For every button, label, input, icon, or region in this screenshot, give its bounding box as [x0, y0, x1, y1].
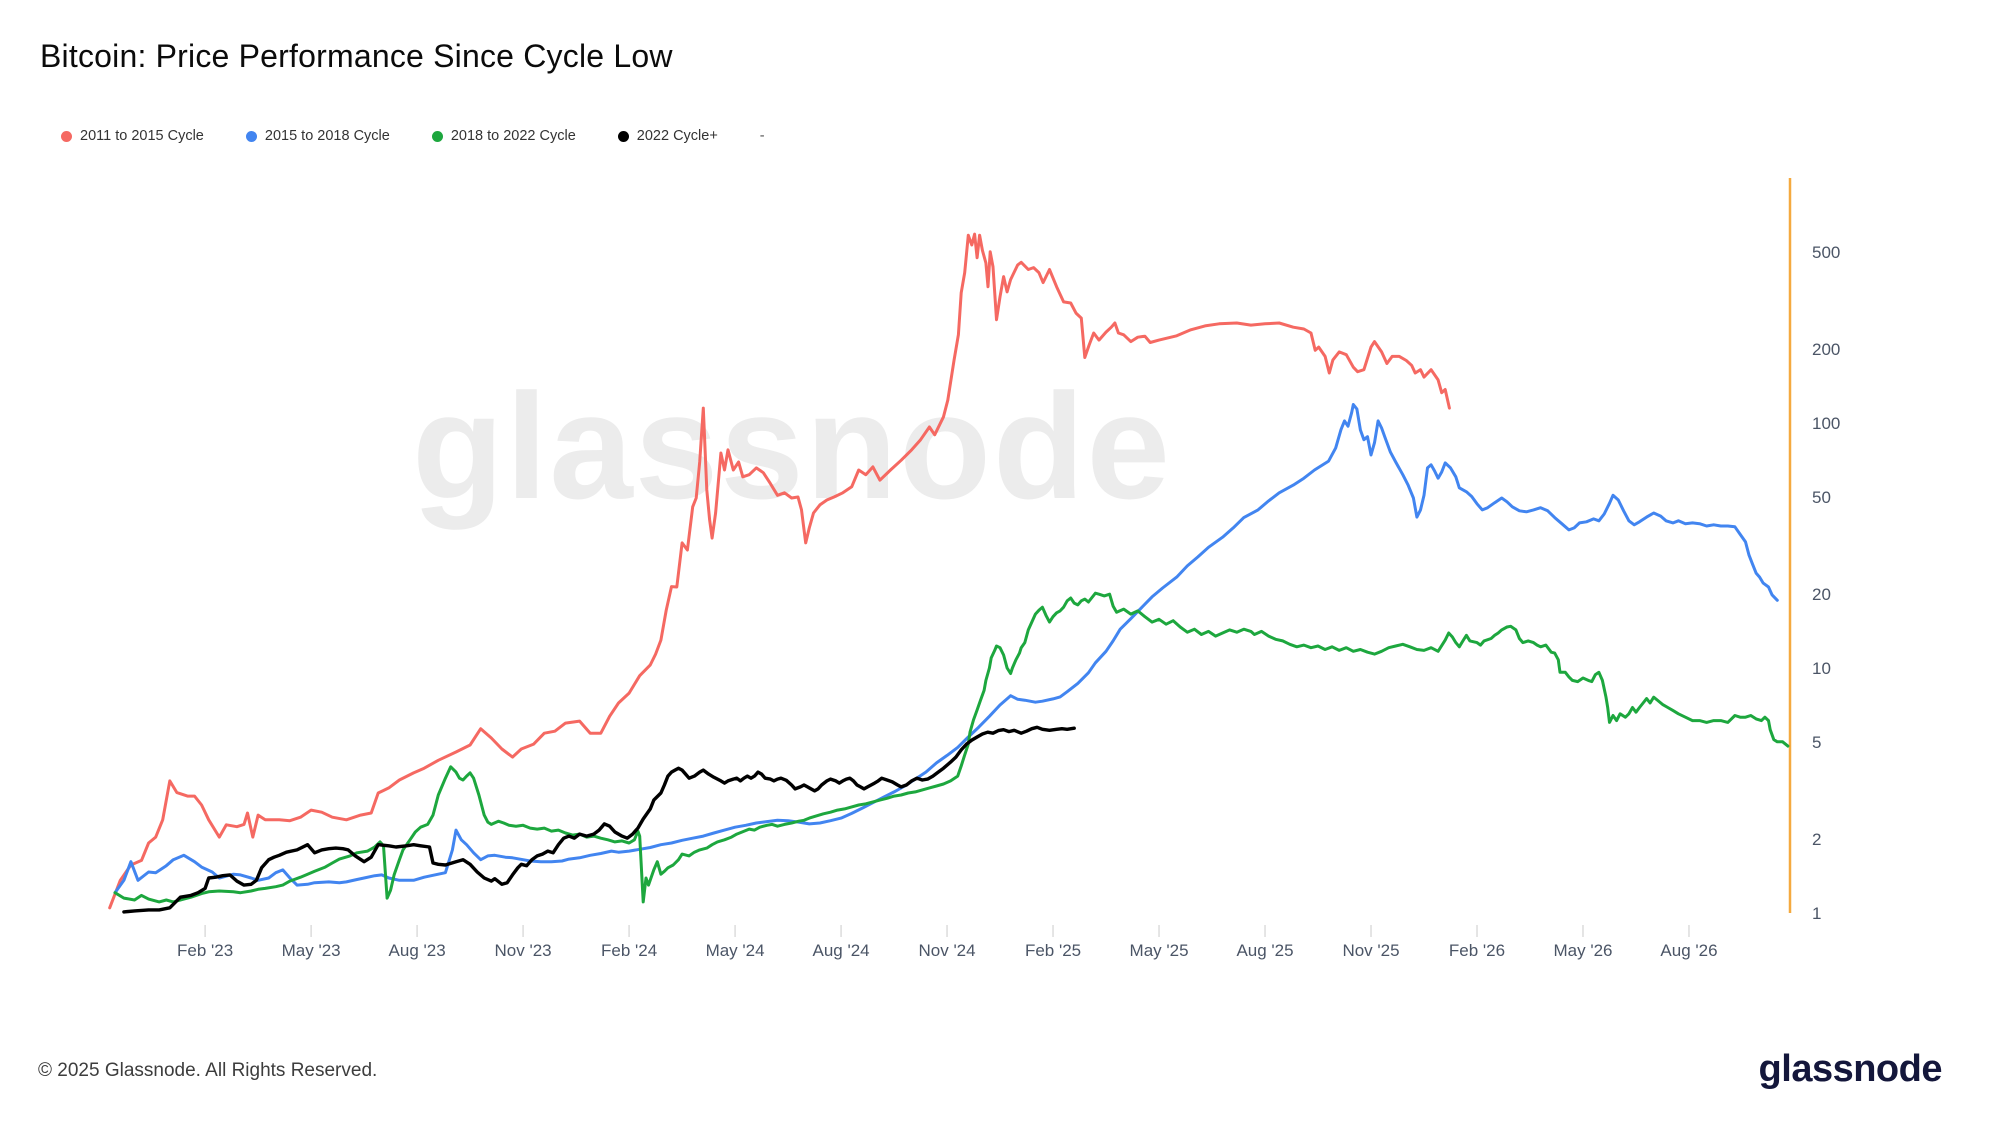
- legend-dot-green: [431, 130, 443, 142]
- series-line-2018-to-2022-cycle: [113, 591, 1790, 904]
- watermark: glassnode: [412, 362, 1172, 530]
- y-tick-label: 50: [1812, 488, 1831, 507]
- y-tick-label: 1: [1812, 904, 1821, 923]
- x-tick-label: Feb '23: [177, 941, 233, 960]
- glassnode-logo: glassnode: [1758, 1048, 1943, 1090]
- chart-legend: 2011 to 2015 Cycle 2015 to 2018 Cycle 20…: [61, 128, 765, 144]
- x-tick-label: Feb '24: [601, 941, 657, 960]
- legend-item-2022-cycle-plus[interactable]: 2022 Cycle+: [617, 128, 718, 144]
- x-tick-label: May '24: [706, 941, 765, 960]
- series-line-2022-cycle-: [122, 725, 1076, 914]
- y-tick-label: 10: [1812, 659, 1831, 678]
- legend-item-2011-2015-cycle[interactable]: 2011 to 2015 Cycle: [61, 128, 204, 144]
- x-tick-label: Aug '24: [812, 941, 869, 960]
- copyright-text: © 2025 Glassnode. All Rights Reserved.: [38, 1060, 378, 1081]
- y-tick-label: 2: [1812, 830, 1821, 849]
- x-tick-label: Aug '25: [1236, 941, 1293, 960]
- legend-label: 2011 to 2015 Cycle: [80, 128, 204, 144]
- x-tick-label: Aug '23: [389, 941, 446, 960]
- x-tick-label: Feb '25: [1025, 941, 1081, 960]
- y-tick-label: 5: [1812, 733, 1821, 752]
- page-title: Bitcoin: Price Performance Since Cycle L…: [40, 38, 673, 74]
- x-tick-label: May '25: [1130, 941, 1189, 960]
- legend-dot-black: [617, 130, 629, 142]
- legend-label: 2022 Cycle+: [636, 128, 718, 144]
- y-tick-label: 500: [1812, 243, 1840, 262]
- x-tick-label: Nov '23: [495, 941, 552, 960]
- x-tick-label: Nov '25: [1342, 941, 1399, 960]
- x-tick-label: Feb '26: [1449, 941, 1505, 960]
- y-tick-label: 100: [1812, 414, 1840, 433]
- y-tick-label: 20: [1812, 585, 1831, 604]
- legend-dot-red: [61, 130, 72, 142]
- x-tick-label: May '23: [282, 941, 341, 960]
- legend-item-empty[interactable]: -: [760, 128, 765, 144]
- x-tick-label: Aug '26: [1660, 941, 1717, 960]
- series-line-2011-to-2015-cycle: [108, 232, 1451, 910]
- legend-label: 2015 to 2018 Cycle: [264, 128, 390, 144]
- legend-item-2018-2022-cycle[interactable]: 2018 to 2022 Cycle: [431, 128, 576, 144]
- legend-dot-blue: [245, 130, 257, 142]
- legend-label: 2018 to 2022 Cycle: [450, 128, 576, 144]
- x-tick-label: Nov '24: [918, 941, 975, 960]
- legend-label: -: [759, 128, 765, 144]
- y-tick-label: 200: [1812, 340, 1840, 359]
- x-tick-label: May '26: [1553, 941, 1612, 960]
- legend-item-2015-2018-cycle[interactable]: 2015 to 2018 Cycle: [245, 128, 390, 144]
- series-line-2015-to-2018-cycle: [113, 403, 1779, 895]
